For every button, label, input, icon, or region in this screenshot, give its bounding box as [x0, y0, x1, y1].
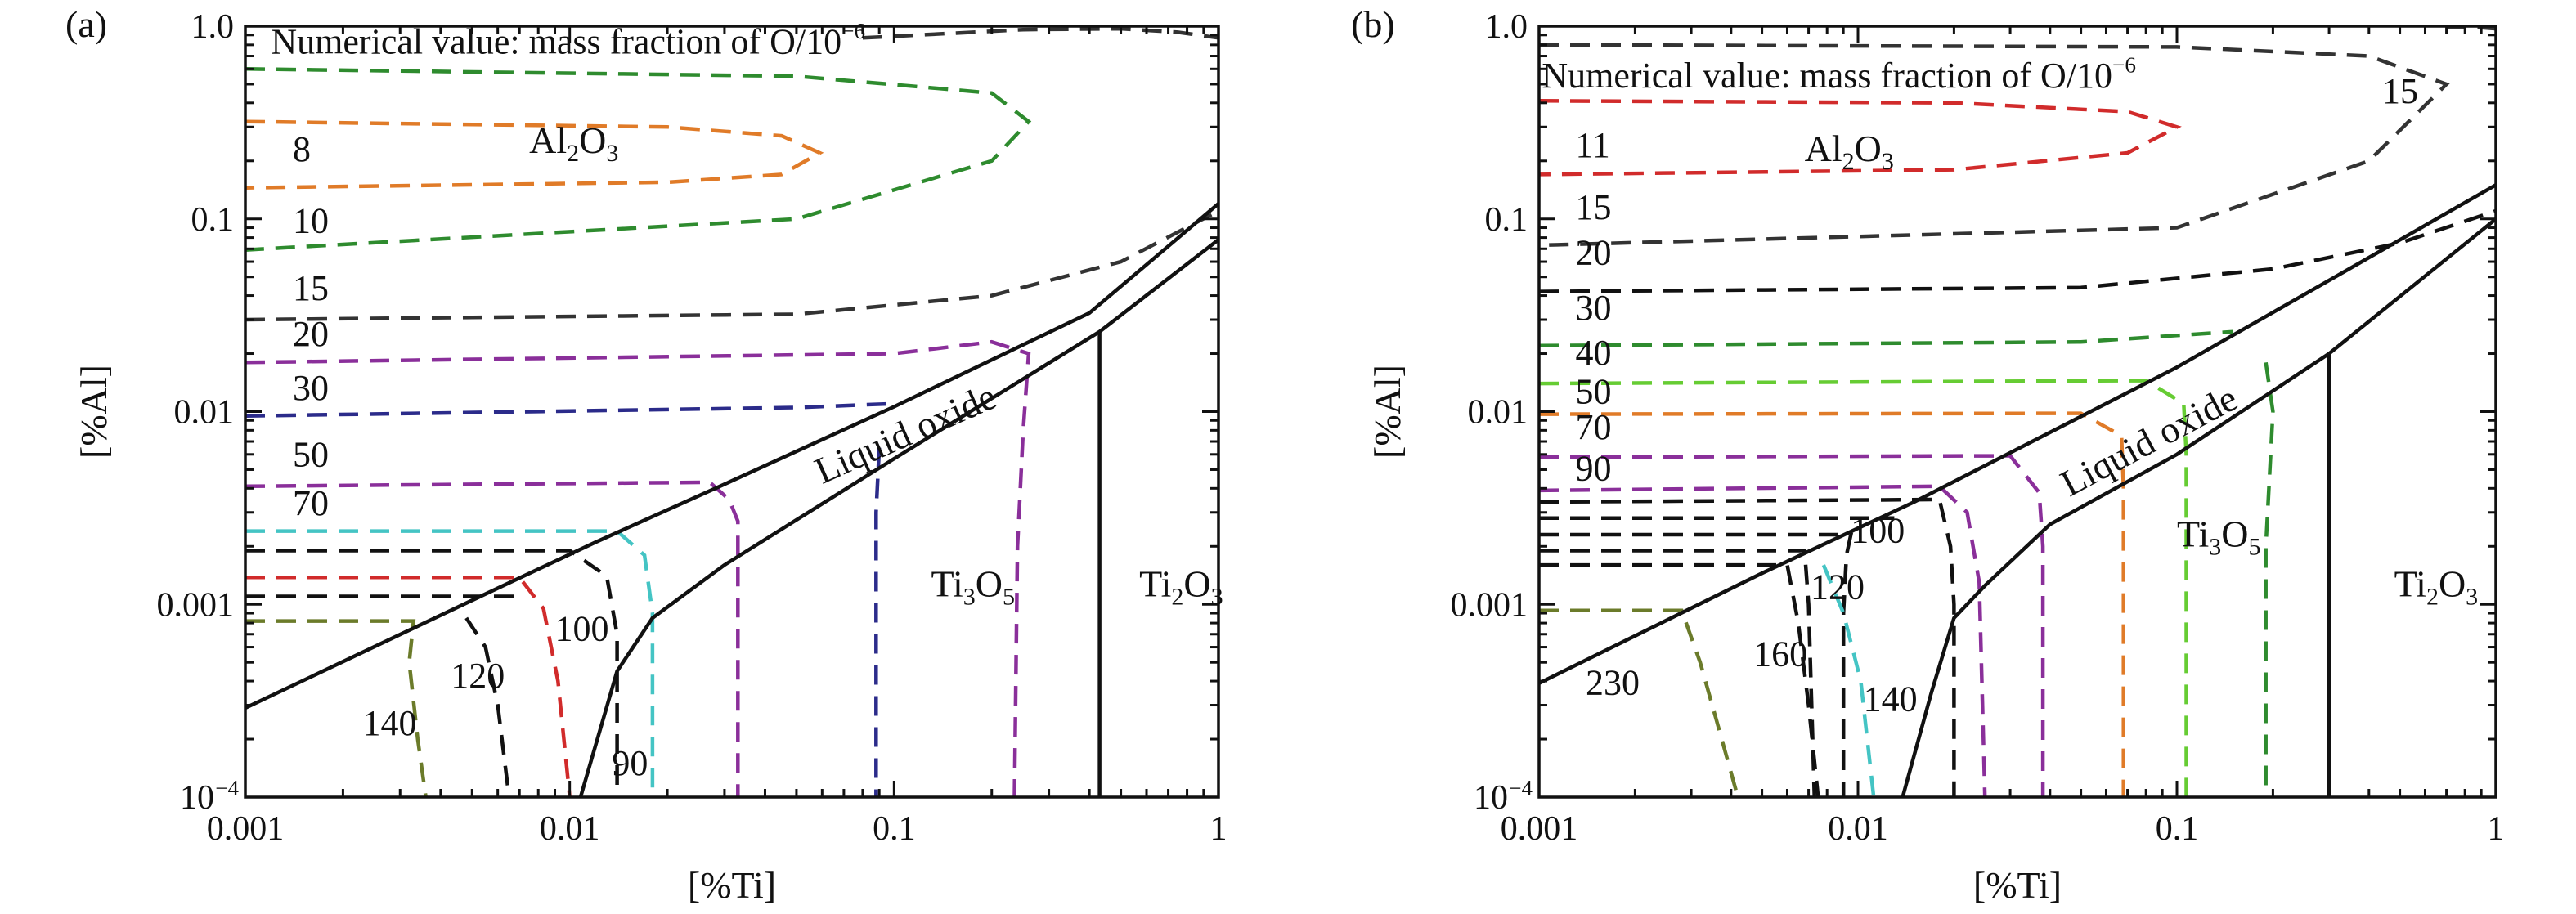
- region-label: Al2O3: [1805, 128, 1894, 175]
- iso-oxygen-contour: [464, 616, 511, 797]
- iso-oxygen-contour: [874, 447, 882, 797]
- contour-value-label: 30: [293, 368, 329, 408]
- contour-value-label: 90: [612, 743, 648, 783]
- iso-oxygen-contour: [245, 209, 1218, 322]
- panel-label: (a): [65, 3, 107, 45]
- y-tick-label: 10: [180, 779, 214, 817]
- contour-value-label: 50: [293, 434, 329, 474]
- phase-boundary-lower: [578, 238, 1218, 797]
- contour-value-label: 11: [1575, 125, 1609, 165]
- contour-value-label: 40: [1575, 333, 1611, 373]
- x-tick-label: 1: [2488, 810, 2505, 848]
- y-tick-label: 10: [1474, 779, 1508, 817]
- contour-value-label: 50: [1575, 372, 1611, 412]
- x-tick-label: 0.1: [873, 810, 916, 848]
- panel-a: (a)0.001 0.01 0.1 110 −40.0010.010.11.0[%Ti]…: [65, 3, 1227, 906]
- contour-value-label: 120: [1811, 567, 1865, 607]
- y-tick-label: 0.001: [1451, 586, 1528, 624]
- contour-value-label: 15: [2382, 71, 2418, 111]
- iso-oxygen-contour: [1539, 484, 1987, 797]
- contour-value-label: 30: [1575, 288, 1611, 328]
- phase-boundary-upper: [245, 202, 1218, 710]
- panel-b: (b) 0.001 0.01 0.1 1 10 −4 0.001 0.01 0.1 1.0 [%Ti]…: [1351, 3, 2505, 906]
- iso-oxygen-contour: [1539, 454, 2045, 797]
- iso-oxygen-contour: [1539, 411, 2125, 797]
- iso-oxygen-contour: [245, 549, 619, 797]
- contour-value-label: 100: [555, 608, 609, 648]
- iso-oxygen-contour: [245, 529, 655, 797]
- iso-oxygen-contour: [1539, 549, 1816, 797]
- contour-value-label: 15: [1575, 187, 1611, 227]
- iso-oxygen-contour: [245, 480, 740, 797]
- contour-value-label: 20: [293, 314, 329, 354]
- x-tick-label: 0.001: [207, 810, 285, 848]
- contour-value-label: 8: [293, 129, 311, 169]
- y-tick-label: 1.0: [1485, 8, 1528, 46]
- contour-value-label: 140: [362, 703, 416, 743]
- annotation-note: Numerical value: mass fraction of O/10−6: [271, 19, 865, 61]
- contour-value-label: 70: [1575, 407, 1611, 447]
- contour-value-label: 90: [1575, 449, 1611, 489]
- y-axis-label: [%Al]: [73, 365, 114, 459]
- axes-frame: [244, 25, 1220, 799]
- y-tick-label: 0.1: [191, 201, 235, 239]
- iso-oxygen-contour: [1539, 379, 2188, 797]
- contour-value-label: 70: [293, 483, 329, 523]
- iso-oxygen-contour: [1539, 99, 2182, 177]
- y-tick-label-exponent: −4: [1509, 776, 1533, 800]
- iso-oxygen-contour: [2264, 361, 2275, 797]
- y-tick-label: 0.01: [174, 394, 235, 432]
- contour-value-label: 10: [293, 200, 329, 240]
- x-tick-label: 1: [1210, 810, 1227, 848]
- phase-boundary-lower: [1901, 217, 2496, 797]
- axes-ticks: [244, 26, 1218, 799]
- iso-oxygen-contour: [245, 119, 824, 190]
- region-label: Ti3O5: [931, 562, 1016, 610]
- phase-boundary-upper: [1539, 183, 2496, 685]
- contour-value-label: 15: [293, 268, 329, 308]
- iso-oxygen-contour: [1539, 329, 2233, 348]
- y-axis-label: [%Al]: [1367, 365, 1408, 459]
- y-tick-label: 1.0: [191, 8, 235, 46]
- iso-oxygen-contour: [1539, 208, 2496, 293]
- iso-oxygen-contour: [245, 339, 1031, 797]
- x-tick-label: 0.01: [1828, 810, 1888, 848]
- y-tick-label: 0.001: [157, 586, 235, 624]
- iso-oxygen-contour: [1539, 608, 1740, 797]
- y-tick-label: 0.1: [1485, 201, 1528, 239]
- iso-oxygen-contour: [245, 576, 572, 797]
- iso-oxygen-contour: [1539, 562, 1820, 797]
- panel-label: (b): [1351, 3, 1395, 45]
- x-tick-label: 0.01: [540, 810, 600, 848]
- contour-value-label: 160: [1753, 634, 1807, 674]
- contour-value-label: 100: [1851, 510, 1905, 550]
- y-tick-label: 0.01: [1468, 394, 1528, 432]
- region-label: Ti2O3: [2394, 562, 2479, 610]
- x-axis-label: [%Ti]: [688, 864, 776, 906]
- region-label: Ti2O3: [1139, 562, 1223, 610]
- region-label: Ti3O5: [2177, 513, 2261, 560]
- iso-oxygen-contour: [245, 619, 428, 797]
- iso-oxygen-contour: [1539, 497, 1956, 797]
- region-label: Al2O3: [529, 119, 618, 167]
- plot-area: [245, 26, 1218, 797]
- iso-oxygen-contour: [1539, 532, 1854, 797]
- contour-value-label: 120: [451, 656, 505, 696]
- x-tick-label: 0.1: [2156, 810, 2199, 848]
- x-axis-label: [%Ti]: [1973, 864, 2062, 906]
- x-tick-label: 0.001: [1501, 810, 1578, 848]
- axes-ticks: [1537, 26, 2496, 799]
- region-label: Liquid oxide: [2053, 377, 2244, 504]
- contour-value-label: 230: [1586, 663, 1640, 703]
- contour-value-label: 20: [1575, 233, 1611, 273]
- iso-oxygen-contour: [245, 401, 895, 419]
- iso-oxygen-contour: [862, 26, 1218, 40]
- plot-area: [1539, 26, 2496, 797]
- contour-value-label: 140: [1864, 679, 1918, 719]
- annotation-note: Numerical value: mass fraction of O/10−6: [1542, 53, 2136, 96]
- iso-oxygen-contour: [1539, 43, 2450, 248]
- iso-oxygen-contour: [245, 67, 1032, 252]
- y-tick-label-exponent: −4: [215, 776, 239, 800]
